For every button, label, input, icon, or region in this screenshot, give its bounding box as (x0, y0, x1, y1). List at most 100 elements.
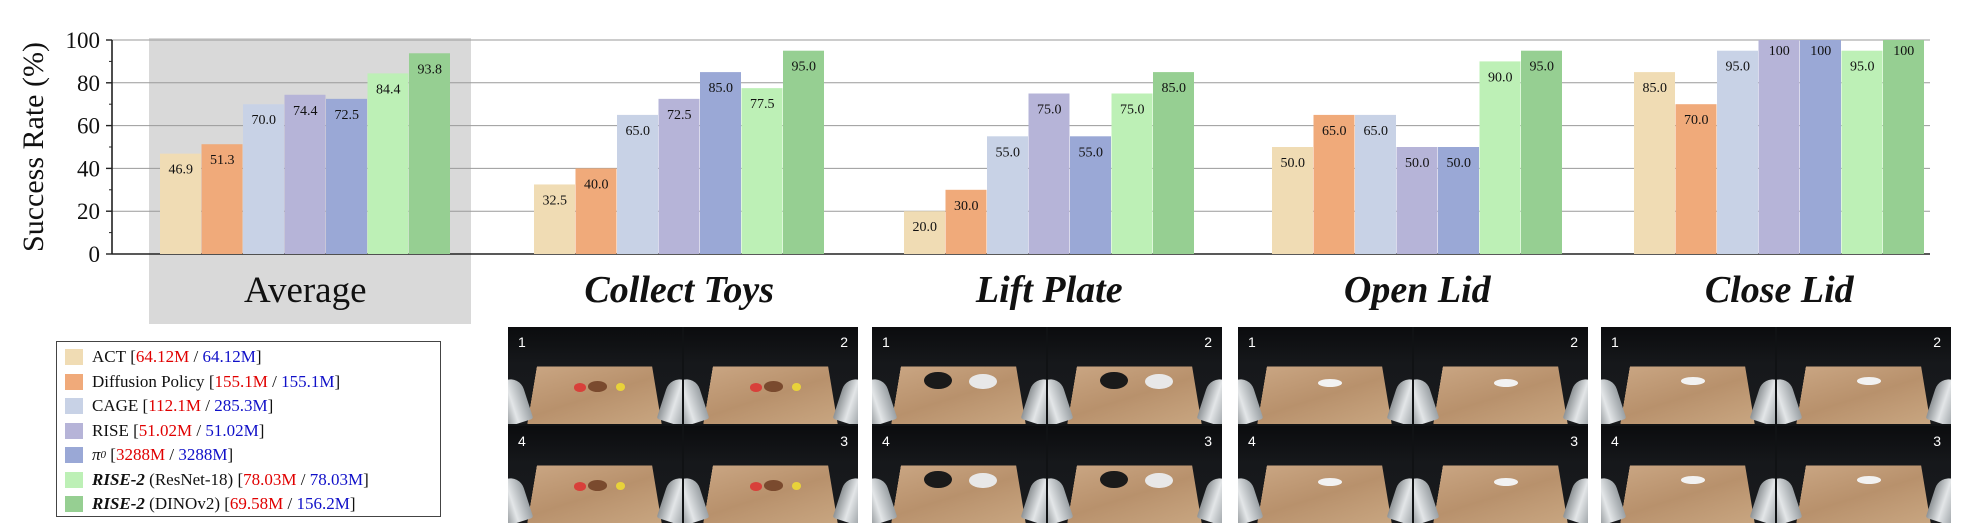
robot-arm-left (1777, 475, 1803, 523)
step-number: 1 (1248, 334, 1256, 350)
task-photo-frame: 3 (1414, 426, 1588, 523)
data-label: 65.0 (1364, 124, 1389, 139)
data-label: 100 (1893, 44, 1914, 59)
task-photo-frame: 1 (872, 327, 1046, 424)
data-label: 46.9 (169, 163, 194, 178)
data-label: 72.5 (335, 108, 360, 123)
task-photo-frame: 3 (1777, 426, 1951, 523)
legend-entry: CAGE [112.1M / 285.3M] (65, 394, 440, 419)
legend-param-b: 285.3M (214, 396, 268, 416)
data-label: 70.0 (1684, 113, 1709, 128)
y-tick-label: 20 (77, 199, 100, 224)
step-number: 3 (1570, 433, 1578, 449)
step-number: 4 (1611, 433, 1619, 449)
task-object (924, 470, 953, 489)
task-object (1100, 470, 1129, 489)
robot-arm-right (1925, 376, 1951, 424)
data-label: 84.4 (376, 82, 401, 97)
task-object (1100, 371, 1129, 390)
data-label: 93.8 (418, 62, 443, 77)
data-label: 32.5 (543, 193, 568, 208)
legend-param-b: 156.2M (296, 494, 350, 514)
data-label: 51.3 (210, 153, 235, 168)
table-surface (1256, 366, 1394, 424)
legend-variant: (DINOv2) [ (144, 494, 230, 514)
task-photo-grid: 1 2 4 3 (872, 327, 1222, 523)
bar (1153, 72, 1194, 254)
step-number: 4 (518, 433, 526, 449)
legend-swatch (65, 471, 83, 488)
bar (1800, 40, 1841, 254)
bar (658, 98, 700, 254)
legend-param-a: 51.02M (138, 420, 193, 440)
table-surface (1066, 465, 1204, 523)
table-surface (702, 465, 840, 523)
category-label: Open Lid (1344, 269, 1492, 311)
task-object (750, 383, 763, 392)
data-label: 85.0 (1162, 81, 1187, 96)
legend-variant: [ (126, 347, 136, 367)
legend-param-b: 155.1M (281, 371, 335, 391)
robot-arm-right (1562, 475, 1588, 523)
bar (904, 211, 945, 254)
legend-param-a: 64.12M (135, 347, 190, 367)
legend-param-b: 51.02M (205, 420, 259, 440)
legend-swatch (65, 349, 83, 366)
data-label: 50.0 (1447, 156, 1472, 171)
legend-variant: [ (138, 396, 149, 416)
legend-close-bracket: ] (258, 420, 265, 440)
y-tick-label: 100 (66, 28, 101, 53)
robot-arm-left (1238, 376, 1264, 424)
robot-arm-left (1048, 475, 1074, 523)
task-object (791, 383, 801, 391)
robot-arm-left (1414, 475, 1440, 523)
legend-swatch (65, 398, 83, 415)
robot-arm-right (1749, 475, 1775, 523)
robot-arm-left (1414, 376, 1440, 424)
legend-separator: / (192, 420, 206, 440)
robot-arm-right (656, 475, 682, 523)
bar (1758, 40, 1800, 254)
bar (1028, 93, 1070, 254)
bar (367, 73, 409, 254)
task-object (764, 381, 784, 392)
data-label: 90.0 (1488, 70, 1513, 85)
task-object (588, 381, 608, 392)
bar (409, 53, 450, 254)
task-object (1681, 476, 1706, 485)
bar (1883, 40, 1924, 254)
legend-name: CAGE (92, 396, 139, 416)
legend-entry: RISE-2 (DINOv2) [69.58M / 156.2M] (65, 492, 440, 517)
legend: ACT [64.12M / 64.12M] Diffusion Policy [1… (56, 341, 441, 517)
bar (987, 136, 1028, 254)
legend-name-subscript: 0 (100, 449, 107, 462)
table-surface (1256, 465, 1394, 523)
data-label: 70.0 (252, 113, 277, 128)
robot-arm-right (1562, 376, 1588, 424)
bar (575, 168, 617, 254)
legend-swatch (65, 496, 83, 513)
task-photo-frame: 2 (684, 327, 858, 424)
bar (700, 72, 741, 254)
task-photo-frame: 4 (872, 426, 1046, 523)
data-label: 50.0 (1405, 156, 1430, 171)
table-surface (890, 465, 1028, 523)
step-number: 4 (1248, 433, 1256, 449)
legend-separator: / (283, 494, 297, 514)
robot-arm-right (1749, 376, 1775, 424)
task-photo-frame: 3 (684, 426, 858, 523)
robot-arm-right (1386, 475, 1412, 523)
data-label: 50.0 (1281, 156, 1306, 171)
task-photo-frame: 1 (1601, 327, 1775, 424)
data-label: 40.0 (584, 177, 609, 192)
legend-swatch (65, 447, 83, 464)
robot-arm-left (508, 376, 534, 424)
legend-variant: [ (128, 420, 139, 440)
step-number: 4 (882, 433, 890, 449)
legend-param-a: 112.1M (148, 396, 201, 416)
legend-param-a: 69.58M (229, 494, 284, 514)
bar-chart: 46.9 51.3 70.0 74.4 72.5 84.4 93.8 32.5 40.0 65.0… (17, 28, 1930, 324)
data-label: 100 (1810, 44, 1831, 59)
bar (326, 98, 367, 254)
data-label: 100 (1769, 44, 1790, 59)
